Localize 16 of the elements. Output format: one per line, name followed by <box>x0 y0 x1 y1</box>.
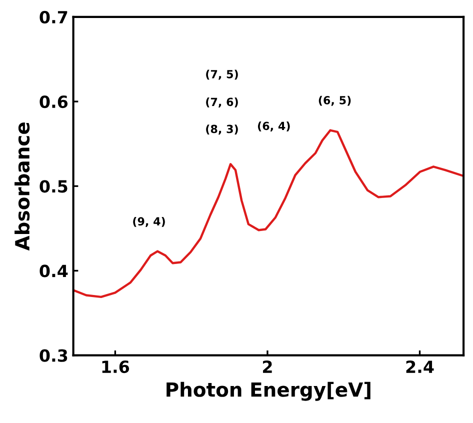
annotation: (6, 5) <box>318 96 351 106</box>
x-tick-label: 2.4 <box>406 360 434 373</box>
annotation: (7, 5) <box>206 70 238 80</box>
x-axis-title: Photon Energy[eV] <box>166 382 370 401</box>
y-tick-label: 0.5 <box>40 180 68 193</box>
y-axis-title: Absorbance <box>14 122 30 251</box>
x-tick-label: 1.6 <box>102 360 130 374</box>
annotation: (9, 4) <box>133 216 165 227</box>
x-tick-label: 2 <box>262 360 272 373</box>
annotation: (7, 6) <box>206 98 238 108</box>
y-tick-label: 0.6 <box>40 95 68 108</box>
y-tick-label: 0.4 <box>40 264 68 278</box>
annotation: (8, 3) <box>206 124 238 135</box>
y-tick-label: 0.7 <box>40 10 68 24</box>
y-tick-label: 0.3 <box>40 349 68 362</box>
annotation: (6, 4) <box>258 122 290 132</box>
